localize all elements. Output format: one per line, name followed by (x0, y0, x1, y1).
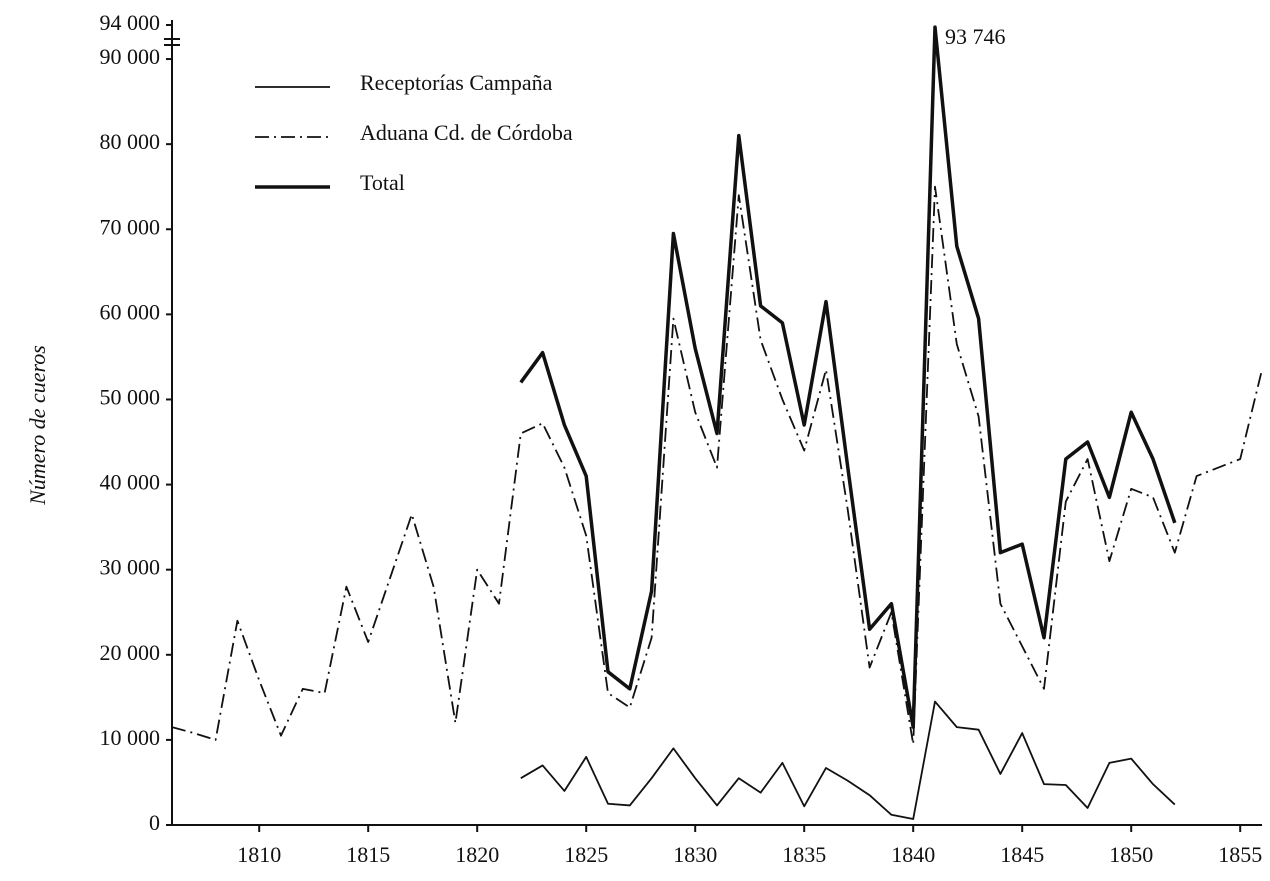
y-tick-label: 20 000 (100, 640, 161, 665)
y-tick-label: 50 000 (100, 385, 161, 410)
y-tick-label: 70 000 (100, 214, 161, 239)
x-tick-label: 1855 (1218, 842, 1262, 867)
y-axis-label: Número de cueros (25, 345, 50, 506)
y-tick-label: 90 000 (100, 44, 161, 69)
y-tick-label: 30 000 (100, 555, 161, 580)
x-tick-label: 1820 (455, 842, 499, 867)
y-tick-label: 94 000 (100, 10, 161, 35)
x-tick-label: 1840 (891, 842, 935, 867)
x-tick-label: 1835 (782, 842, 826, 867)
x-tick-label: 1850 (1109, 842, 1153, 867)
line-series (171, 185, 1263, 746)
x-tick-label: 1845 (1000, 842, 1044, 867)
legend-label: Total (360, 170, 405, 195)
line-series (520, 700, 1176, 820)
y-tick-label: 0 (149, 810, 160, 835)
annotation: 93 746 (945, 24, 1006, 49)
x-tick-label: 1830 (673, 842, 717, 867)
y-tick-label: 60 000 (100, 299, 161, 324)
y-tick-label: 10 000 (100, 725, 161, 750)
x-tick-label: 1810 (237, 842, 281, 867)
line-series (519, 25, 1177, 729)
y-tick-label: 80 000 (100, 129, 161, 154)
x-tick-label: 1815 (346, 842, 390, 867)
legend-label: Receptorías Campaña (360, 70, 553, 95)
legend-label: Aduana Cd. de Córdoba (360, 120, 573, 145)
x-tick-label: 1825 (564, 842, 608, 867)
y-tick-label: 40 000 (100, 470, 161, 495)
